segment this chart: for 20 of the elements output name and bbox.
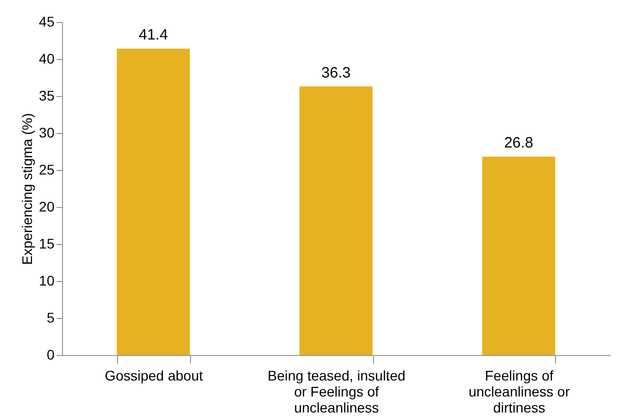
y-tick-label: 35	[38, 88, 55, 104]
y-tick-label: 15	[38, 236, 55, 252]
bar	[116, 48, 190, 355]
y-tick-label: 40	[38, 50, 55, 66]
bar	[482, 156, 556, 355]
data-label: 41.4	[138, 26, 168, 44]
y-tick-label: 25	[38, 162, 55, 178]
x-tick-label: Gossiped about	[104, 368, 203, 384]
y-tick-label: 45	[38, 14, 55, 30]
data-label: 36.3	[321, 64, 351, 82]
x-tick-label: Being teased, insulted or Feelings of uncleanliness	[268, 368, 406, 416]
data-label: 26.8	[504, 134, 534, 152]
x-tick-label: Feelings of uncleanliness or dirtiness	[468, 368, 570, 416]
y-tick-label: 0	[46, 346, 55, 362]
y-tick-label: 20	[38, 198, 55, 214]
y-tick-label: 10	[38, 272, 55, 288]
bar	[299, 86, 373, 355]
y-axis-title: Experiencing stigma (%)	[18, 113, 35, 265]
y-tick-label: 30	[38, 124, 55, 140]
y-tick-label: 5	[46, 310, 55, 326]
